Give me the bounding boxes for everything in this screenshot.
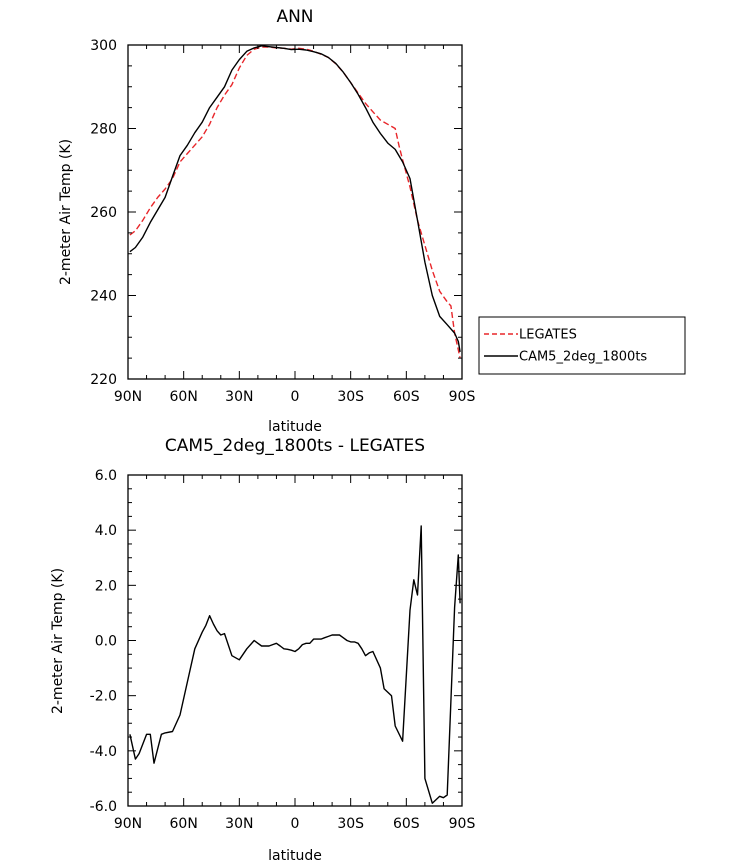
- top-chart: ANN 90N 60N 30N 0 30S 60S 90S 220 240 260 280 300 l…: [58, 7, 475, 435]
- bottom-y-axis-label: 2-meter Air Temp (K): [50, 568, 66, 714]
- top-y-tick-label: 300: [90, 38, 117, 54]
- bottom-y-tick-label: -4.0: [90, 744, 117, 760]
- top-x-tick-label: 90N: [114, 389, 142, 405]
- top-x-tick-label: 60N: [170, 389, 198, 405]
- bottom-y-tick-label: 2.0: [95, 578, 117, 594]
- top-x-axis-label: latitude: [268, 419, 322, 435]
- top-plot-frame: [127, 44, 463, 380]
- bottom-x-tick-label: 0: [291, 816, 300, 832]
- bottom-chart: CAM5_2deg_1800ts - LEGATES 90N 60N 30N 0 30S…: [50, 436, 475, 864]
- top-x-tick-label: 30S: [337, 389, 364, 405]
- bottom-x-tick-label: 60S: [393, 816, 420, 832]
- bottom-ticks: 90N 60N 30N 0 30S 60S 90S -6.0 -4.0 -2.0 0.0 2.0 4.0…: [90, 468, 476, 832]
- top-y-tick-label: 240: [90, 289, 117, 305]
- bottom-x-tick-label: 90S: [449, 816, 476, 832]
- legend: LEGATES CAM5_2deg_1800ts: [478, 316, 686, 375]
- bottom-x-tick-label: 30S: [337, 816, 364, 832]
- bottom-plot-frame: [127, 474, 463, 807]
- bottom-x-tick-label: 90N: [114, 816, 142, 832]
- bottom-y-tick-label: -6.0: [90, 799, 117, 815]
- top-y-tick-label: 280: [90, 122, 117, 138]
- bottom-chart-title: CAM5_2deg_1800ts - LEGATES: [165, 436, 425, 456]
- legend-entry-cam5: CAM5_2deg_1800ts: [519, 350, 647, 365]
- legend-box: [478, 316, 686, 375]
- bottom-y-tick-label: 0.0: [95, 634, 117, 650]
- bottom-y-tick-label: 4.0: [95, 523, 117, 539]
- top-x-tick-label: 90S: [449, 389, 476, 405]
- top-ticks: 90N 60N 30N 0 30S 60S 90S 220 240 260 280 300: [90, 38, 475, 405]
- legend-entry-legates: LEGATES: [519, 328, 577, 343]
- bottom-series-layer: [129, 525, 461, 804]
- top-series-layer: [129, 45, 461, 359]
- top-y-tick-label: 220: [90, 372, 117, 388]
- top-series-line-1: [129, 45, 461, 353]
- top-chart-title: ANN: [276, 7, 313, 27]
- top-y-tick-label: 260: [90, 205, 117, 221]
- bottom-y-tick-label: -2.0: [90, 689, 117, 705]
- bottom-x-tick-label: 30N: [225, 816, 253, 832]
- top-y-axis-label: 2-meter Air Temp (K): [58, 139, 74, 285]
- bottom-x-axis-label: latitude: [268, 848, 322, 864]
- top-x-tick-label: 30N: [225, 389, 253, 405]
- top-x-tick-label: 60S: [393, 389, 420, 405]
- bottom-series-line-0: [129, 525, 461, 804]
- bottom-x-tick-label: 60N: [170, 816, 198, 832]
- bottom-y-tick-label: 6.0: [95, 468, 117, 484]
- top-x-tick-label: 0: [291, 389, 300, 405]
- top-series-line-0: [129, 46, 461, 359]
